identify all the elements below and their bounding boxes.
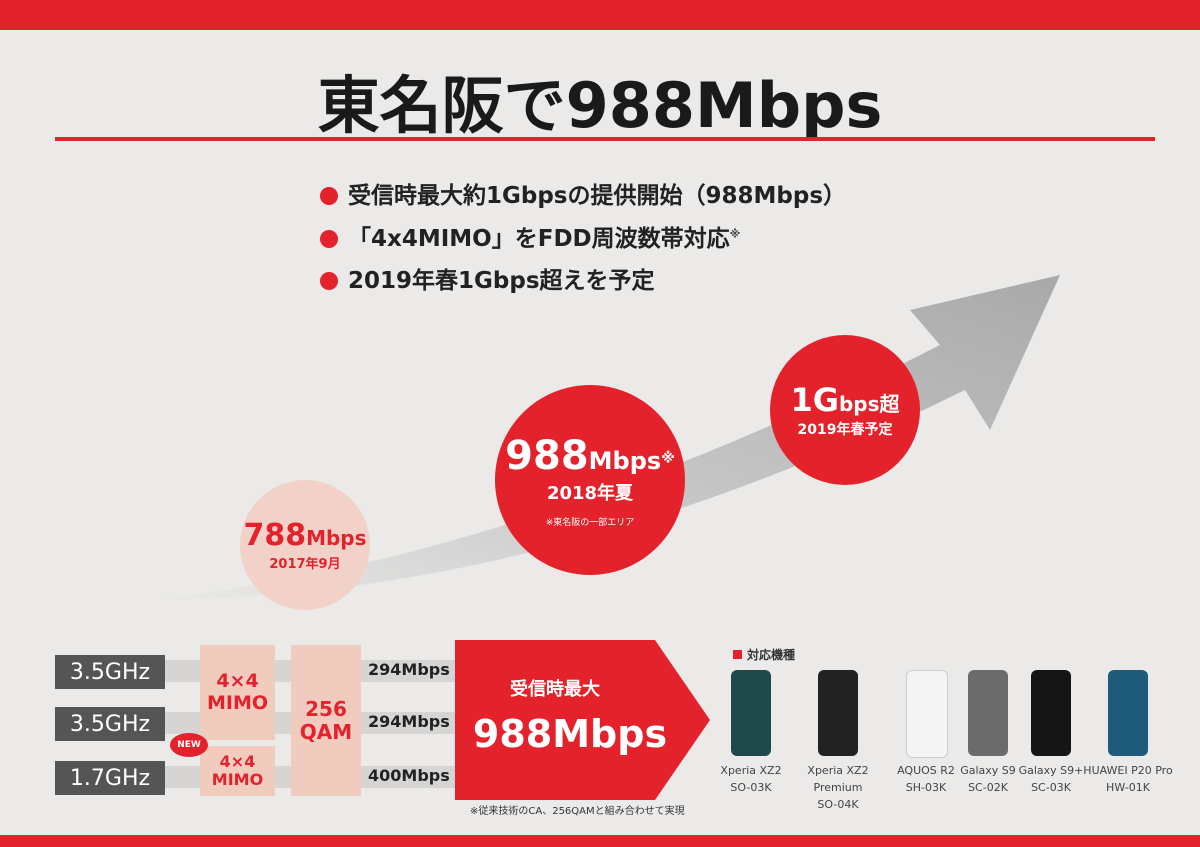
device-model: SO-03K [730, 781, 772, 794]
device-name: AQUOS R2 [897, 764, 955, 777]
mimo-text: MIMO [206, 691, 269, 714]
mimo-text: 4×4 [216, 669, 259, 692]
bullet: 2019年春1Gbps超えを予定 [320, 261, 655, 295]
device-model: HW-01K [1106, 781, 1150, 794]
note-mark: ※ [729, 227, 741, 241]
phone-image [818, 670, 858, 756]
rate: 400Mbps [368, 766, 450, 785]
phone-image [968, 670, 1008, 756]
device-model: SO-04K [817, 798, 859, 811]
speed: 1G [790, 381, 839, 419]
result-shape [455, 640, 710, 800]
date: 2019年春予定 [797, 422, 893, 438]
device-label: Galaxy S9 SC-02K [938, 762, 1038, 796]
device-model: SH-03K [905, 781, 947, 794]
band-label: 3.5GHz [55, 707, 165, 741]
bullet: 受信時最大約1Gbpsの提供開始（988Mbps） [320, 176, 846, 210]
bottom-band [0, 835, 1200, 847]
heading-text: 対応機種 [747, 648, 796, 662]
device-label: Xperia XZ2 SO-03K [701, 762, 801, 796]
device-model: SC-03K [1031, 781, 1071, 794]
device-name: Galaxy S9+ [1018, 764, 1084, 777]
result-value: 988Mbps [472, 712, 668, 756]
new-badge: NEW [170, 733, 208, 757]
device-label: HUAWEI P20 Pro HW-01K [1078, 762, 1178, 796]
unit: Mbps [588, 446, 662, 475]
device-label: AQUOS R2 SH-03K [876, 762, 976, 796]
milestone: 988Mbps※ 2018年夏 ※東名阪の一部エリア [495, 385, 685, 575]
mimo-text: 4×4 [219, 751, 256, 771]
speed: 988 [505, 432, 589, 479]
qam-text: 256 [305, 696, 347, 721]
arrow-shape [150, 275, 1060, 600]
footnote: ※従来技術のCA、256QAMと組み合わせて実現 [470, 806, 685, 817]
device-label: Galaxy S9+ SC-03K [1001, 762, 1101, 796]
devices-heading: 対応機種 [733, 646, 795, 663]
speed: 788 [243, 518, 307, 553]
band-label: 1.7GHz [55, 761, 165, 795]
bullet-text: 受信時最大約1Gbpsの提供開始（988Mbps） [348, 183, 847, 209]
phone-image [1031, 670, 1071, 756]
result-arrow [455, 640, 710, 800]
milestone: 1Gbps超 2019年春予定 [770, 335, 920, 485]
phone-image [906, 670, 948, 758]
unit: bps超 [838, 392, 900, 416]
device-name: Galaxy S9 [960, 764, 1016, 777]
unit: Mbps [306, 526, 367, 550]
top-band [0, 0, 1200, 30]
milestone: 788Mbps 2017年9月 [240, 480, 370, 610]
bullet-text: 「4x4MIMO」をFDD周波数帯対応 [348, 226, 730, 252]
device-model: SC-02K [968, 781, 1008, 794]
mimo-text: MIMO [211, 770, 264, 789]
bullet: 「4x4MIMO」をFDD周波数帯対応※ [320, 219, 740, 253]
date: 2017年9月 [269, 557, 341, 572]
device-label: Xperia XZ2 Premium SO-04K [788, 762, 888, 813]
phone-image [1108, 670, 1148, 756]
device-name: Xperia XZ2 Premium [807, 764, 869, 794]
mimo-box: 4×4 MIMO [200, 645, 275, 740]
device-name: HUAWEI P20 Pro [1083, 764, 1173, 777]
qam-text: QAM [299, 719, 353, 744]
date: 2018年夏 [546, 482, 634, 504]
title-rule [55, 137, 1155, 141]
result-label: 受信時最大 [510, 679, 600, 700]
bullet-text: 2019年春1Gbps超えを予定 [348, 268, 655, 294]
note-mark: ※ [661, 450, 675, 467]
title: 東名阪で988Mbps [317, 69, 883, 142]
rate: 294Mbps [368, 660, 450, 679]
phone-image [731, 670, 771, 756]
note: ※東名阪の一部エリア [545, 517, 635, 528]
device-name: Xperia XZ2 [720, 764, 782, 777]
band-label: 3.5GHz [55, 655, 165, 689]
qam-box: 256 QAM [291, 645, 361, 796]
rate: 294Mbps [368, 712, 450, 731]
mimo-box: 4×4 MIMO [200, 746, 275, 796]
